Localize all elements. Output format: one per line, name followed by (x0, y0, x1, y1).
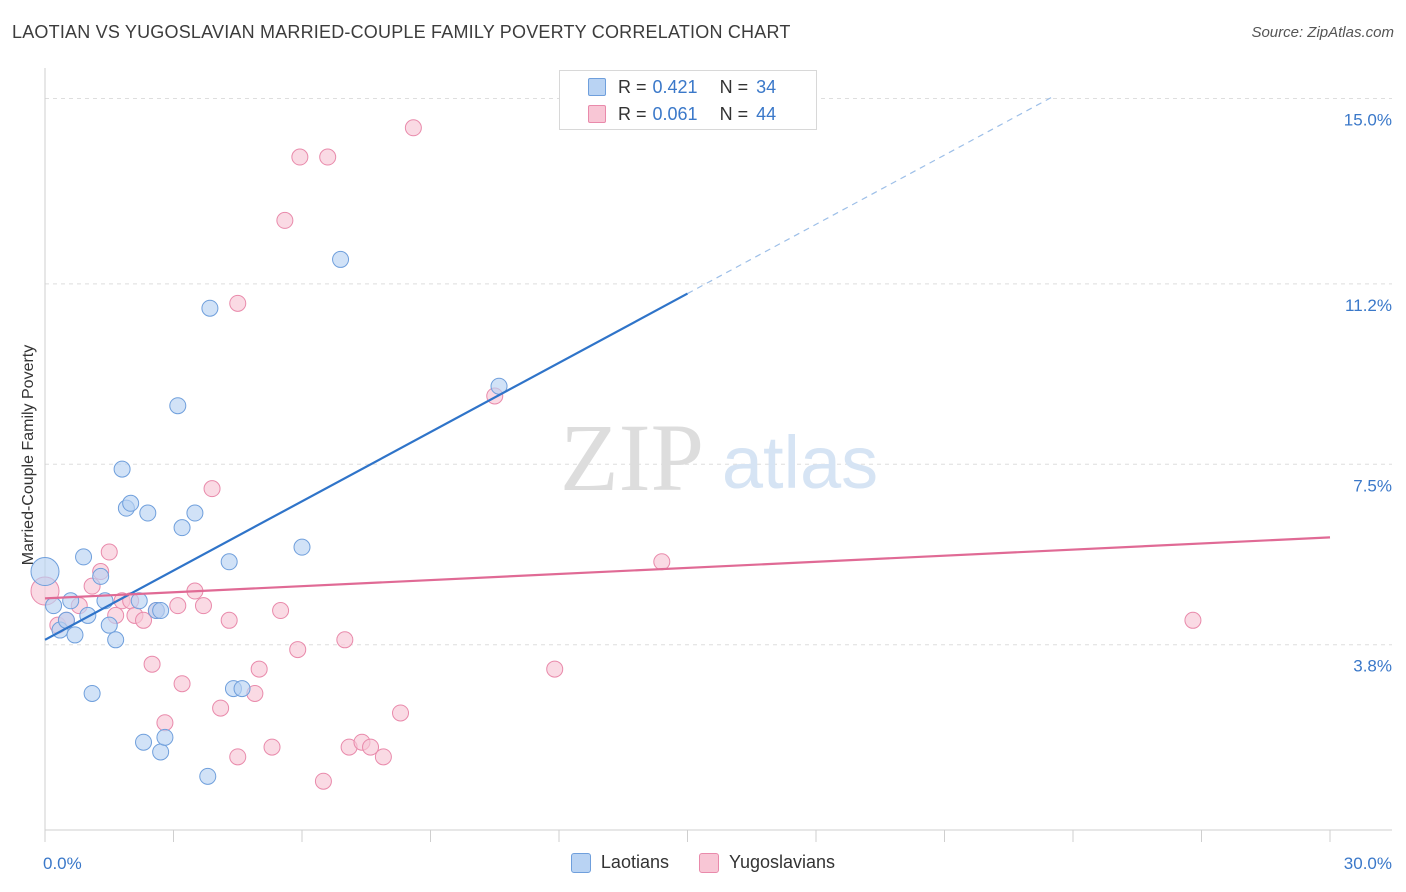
laotian-point (152, 743, 170, 761)
yugoslavian-point (173, 675, 191, 693)
yugoslavian-point (156, 714, 174, 732)
laotian-point (62, 592, 80, 610)
y-tick-label: 11.2% (1345, 296, 1392, 315)
y-tick-label: 15.0% (1344, 111, 1392, 130)
laotian-point (135, 733, 153, 751)
legend-n-label: N = (719, 103, 749, 124)
laotian-point (45, 597, 63, 615)
yugoslavian-point (194, 597, 212, 615)
legend-row-laotians: R = 0.421 N = 34 (588, 75, 776, 99)
yugoslavian-point (653, 553, 671, 571)
yugoslavian-point (404, 119, 422, 137)
laotian-point (83, 684, 101, 702)
laotian-trend-line (44, 292, 689, 641)
laotian-point (122, 494, 140, 512)
yugoslavian-point (374, 748, 392, 766)
legend-n-value: 44 (756, 103, 777, 124)
yugoslavian-point (169, 597, 187, 615)
yugoslavian-point (263, 738, 281, 756)
watermark-atlas: atlas (722, 421, 878, 504)
data-points (30, 119, 1202, 790)
grid-lines (45, 98, 1392, 646)
yugoslavian-point (272, 602, 290, 620)
laotian-point (233, 680, 251, 698)
laotian-point (79, 606, 97, 624)
yugoslavian-point (276, 211, 294, 229)
axes (44, 68, 1392, 842)
laotian-point (113, 460, 131, 478)
yugoslavian-point (336, 631, 354, 649)
tick-labels: 3.8% 7.5% 11.2% 15.0% 0.0% 30.0% (43, 111, 1392, 873)
y-tick-label: 3.8% (1353, 657, 1392, 676)
series-legend-yugoslavians: Yugoslavians (698, 852, 836, 873)
legend-row-yugoslavians: R = 0.061 N = 44 (588, 102, 776, 126)
legend-n-label: N = (719, 76, 749, 97)
legend-n-value: 34 (756, 76, 777, 97)
laotian-point (30, 557, 60, 587)
legend-swatch-yugoslavians (588, 105, 606, 123)
series-swatch-yugoslavians (698, 852, 719, 873)
laotian-trend-extension (687, 96, 1052, 295)
laotian-point (293, 538, 311, 556)
laotian-point (92, 567, 110, 585)
yugoslavian-point (135, 611, 153, 629)
trend-lines (44, 96, 1331, 641)
legend-r-value: 0.421 (652, 76, 698, 97)
legend-swatch-laotians (588, 78, 606, 96)
laotian-point (75, 548, 93, 566)
x-tick-label: 0.0% (43, 854, 82, 873)
yugoslavian-point (362, 738, 380, 756)
yugoslavian-point (392, 704, 410, 722)
yugoslavian-point (250, 660, 268, 678)
legend-r-value: 0.061 (652, 103, 698, 124)
yugoslavian-point (289, 641, 307, 659)
yugoslavian-point (203, 480, 221, 498)
yugoslavian-point (229, 748, 247, 766)
yugoslavian-point (319, 148, 337, 166)
laotian-point (186, 504, 204, 522)
series-swatch-laotians (570, 852, 591, 873)
laotian-point (156, 728, 174, 746)
laotian-point (66, 626, 84, 644)
laotian-point (169, 397, 187, 415)
laotian-point (139, 504, 157, 522)
correlation-legend: R = 0.421 N = 34 R = 0.061 N = 44 (559, 70, 817, 130)
y-tick-label: 7.5% (1353, 476, 1392, 495)
yugoslavian-point (143, 655, 161, 673)
yugoslavian-point (546, 660, 564, 678)
yugoslavian-point (229, 294, 247, 312)
yugoslavian-point (212, 699, 230, 717)
laotian-point (201, 299, 219, 317)
chart-title: LAOTIAN VS YUGOSLAVIAN MARRIED-COUPLE FA… (12, 22, 791, 42)
yugoslavian-point (220, 611, 238, 629)
yugoslavian-point (314, 772, 332, 790)
laotian-point (332, 250, 350, 268)
laotian-point (100, 616, 118, 634)
laotian-point (220, 553, 238, 571)
legend-r-label: R = (618, 76, 647, 97)
series-legend-laotians: Laotians (570, 852, 669, 873)
x-tick-label: 30.0% (1344, 854, 1392, 873)
source-label: Source: ZipAtlas.com (1251, 24, 1394, 41)
laotian-point (199, 767, 217, 785)
series-legend: Laotians Yugoslavians (0, 852, 1406, 873)
watermark-zip: ZIP (560, 404, 704, 511)
laotian-point (107, 631, 125, 649)
laotian-point (152, 602, 170, 620)
series-label-laotians: Laotians (600, 852, 669, 872)
yugoslavian-point (291, 148, 309, 166)
series-label-yugoslavians: Yugoslavians (728, 852, 836, 872)
yugoslavian-point (1184, 611, 1202, 629)
laotian-point (173, 519, 191, 537)
legend-r-label: R = (618, 103, 647, 124)
yugoslavian-trend-line (44, 536, 1331, 600)
watermark: ZIP atlas (560, 404, 878, 511)
yugoslavian-point (100, 543, 118, 561)
